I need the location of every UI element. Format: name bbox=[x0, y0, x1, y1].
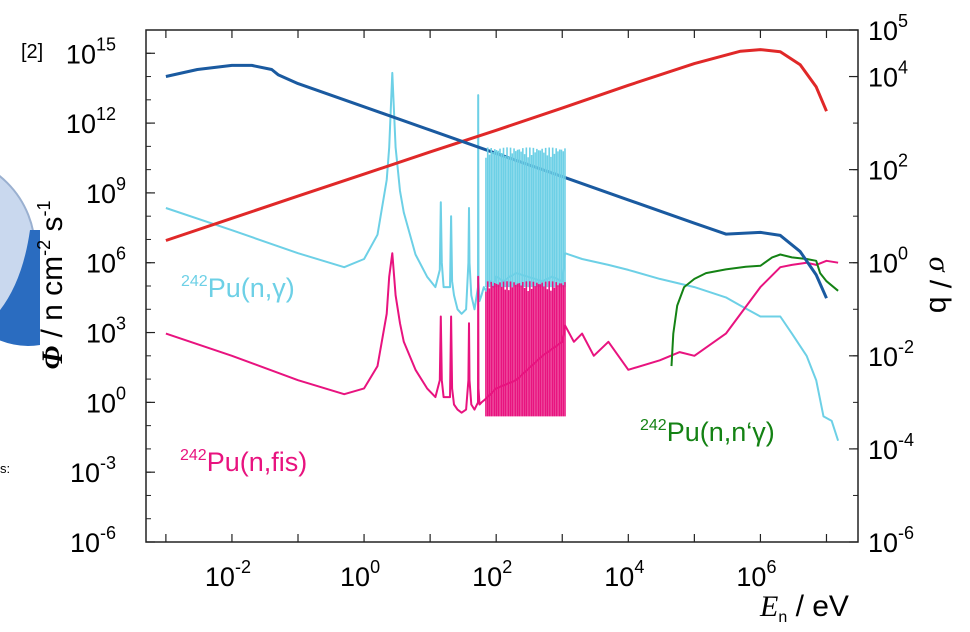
tick-labels-layer: 10-2 100 102 104 106 10-6 10-3 100 103 106 109 1012… bbox=[66, 11, 914, 592]
y-right-axis-title: σ / b bbox=[923, 257, 956, 314]
y-right-tick-label: 100 bbox=[868, 244, 908, 279]
x-tick-label: 102 bbox=[472, 557, 512, 592]
y-left-tick-label: 106 bbox=[86, 244, 126, 279]
y-left-tick-label: 100 bbox=[86, 383, 126, 418]
reference-label: [2] bbox=[21, 41, 43, 63]
y-right-tick-label: 105 bbox=[868, 11, 908, 46]
resonances-capture bbox=[485, 147, 566, 288]
y-left-axis-title: Φ / n cm-2 s-1 bbox=[34, 200, 69, 369]
series-capture bbox=[165, 71, 840, 442]
x-tick-label: 100 bbox=[340, 557, 380, 592]
y-right-tick-label: 102 bbox=[868, 151, 908, 186]
x-axis-title: En / eV bbox=[759, 590, 849, 626]
series-q bbox=[165, 48, 828, 242]
svg-text:σ / b: σ / b bbox=[923, 257, 956, 314]
left-fragment-text: s: bbox=[0, 461, 10, 476]
y-left-tick-label: 1015 bbox=[66, 34, 116, 69]
y-left-tick-label: 10-3 bbox=[70, 453, 116, 488]
svg-text:En / eV: En / eV bbox=[759, 590, 849, 626]
annotation-inelastic: 242Pu(n,n‘γ) bbox=[640, 417, 775, 447]
annotation-fission: 242Pu(n,fis) bbox=[180, 447, 307, 477]
annotation-capture: 242Pu(n,γ) bbox=[181, 273, 295, 303]
y-right-tick-label: 104 bbox=[868, 58, 908, 93]
y-left-tick-label: 103 bbox=[86, 314, 126, 349]
y-right-tick-label: 10-6 bbox=[868, 523, 914, 558]
y-right-tick-label: 10-4 bbox=[868, 430, 914, 465]
y-left-tick-label: 109 bbox=[86, 174, 126, 209]
y-left-tick-label: 10-6 bbox=[70, 523, 116, 558]
series-layer bbox=[165, 48, 840, 442]
y-right-tick-label: 10-2 bbox=[868, 337, 914, 372]
ticks-layer bbox=[146, 29, 858, 543]
series-fission bbox=[165, 252, 839, 414]
x-tick-label: 104 bbox=[604, 557, 644, 592]
series-inelastic bbox=[670, 253, 839, 367]
x-tick-label: 10-2 bbox=[205, 557, 251, 592]
x-tick-label: 106 bbox=[736, 557, 776, 592]
svg-text:Φ / n cm-2 s-1: Φ / n cm-2 s-1 bbox=[34, 200, 69, 369]
resonances-fission bbox=[485, 281, 566, 417]
y-left-tick-label: 1012 bbox=[66, 104, 116, 139]
logo-fragment bbox=[0, 175, 40, 346]
